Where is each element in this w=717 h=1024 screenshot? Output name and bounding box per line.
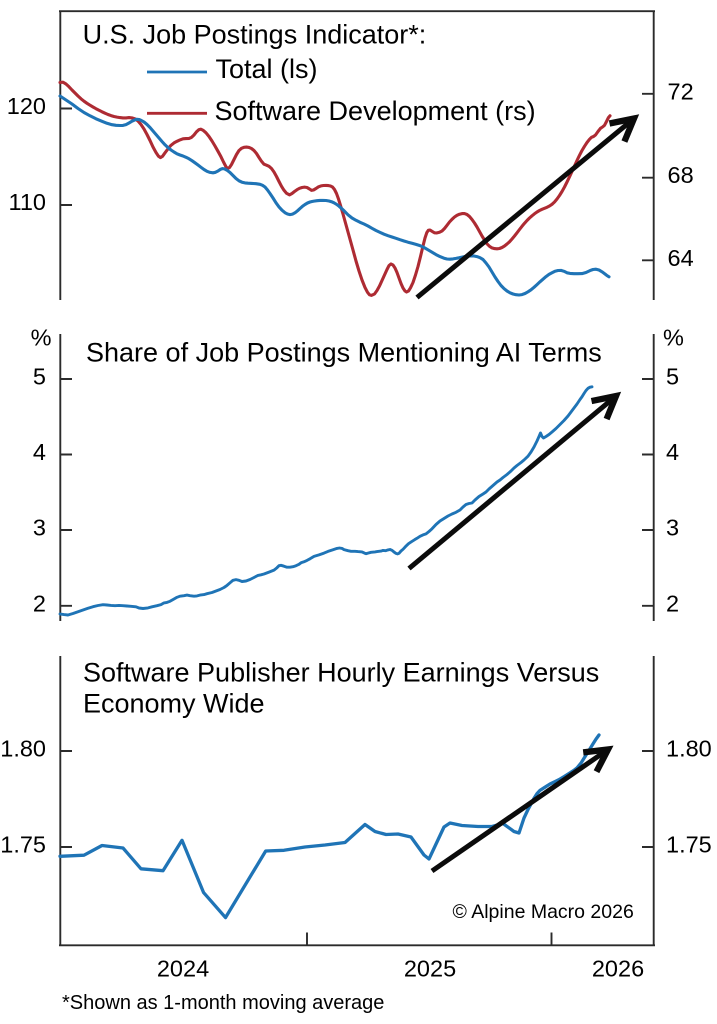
svg-text:2: 2	[33, 590, 46, 616]
svg-text:1.80: 1.80	[0, 736, 46, 762]
svg-text:%: %	[663, 324, 684, 350]
svg-text:64: 64	[668, 245, 694, 271]
svg-text:72: 72	[668, 78, 694, 104]
svg-text:1.75: 1.75	[0, 832, 46, 858]
svg-text:5: 5	[666, 364, 679, 390]
svg-text:1.80: 1.80	[666, 736, 712, 762]
svg-text:120: 120	[7, 93, 46, 119]
svg-text:2026: 2026	[592, 956, 644, 982]
svg-text:Software Publisher Hourly Earn: Software Publisher Hourly Earnings Versu…	[83, 657, 599, 687]
svg-text:2: 2	[666, 590, 679, 616]
svg-text:5: 5	[33, 364, 46, 390]
svg-text:*Shown as 1-month moving avera: *Shown as 1-month moving average	[62, 992, 384, 1014]
svg-text:U.S. Job Postings Indicator*:: U.S. Job Postings Indicator*:	[83, 20, 427, 50]
svg-text:Economy Wide: Economy Wide	[83, 688, 265, 718]
svg-text:3: 3	[666, 515, 679, 541]
svg-text:2025: 2025	[404, 956, 456, 982]
svg-text:4: 4	[666, 439, 679, 465]
svg-text:68: 68	[668, 162, 694, 188]
svg-text:4: 4	[33, 439, 46, 465]
svg-text:Software Development (rs): Software Development (rs)	[215, 96, 536, 126]
svg-text:Total (ls): Total (ls)	[216, 54, 318, 84]
svg-text:110: 110	[9, 189, 46, 215]
svg-text:%: %	[31, 324, 52, 350]
svg-text:2024: 2024	[157, 956, 209, 982]
svg-text:3: 3	[33, 515, 46, 541]
svg-text:Share of Job Postings Mentioni: Share of Job Postings Mentioning AI Term…	[86, 338, 602, 368]
svg-text:1.75: 1.75	[666, 832, 712, 858]
svg-text:© Alpine Macro 2026: © Alpine Macro 2026	[453, 901, 634, 923]
